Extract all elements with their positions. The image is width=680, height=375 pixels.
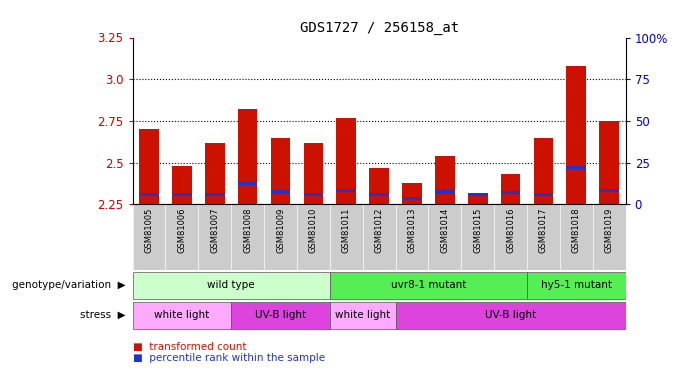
- Bar: [599, 121, 619, 204]
- Bar: [238, 182, 258, 185]
- Bar: [337, 118, 356, 204]
- Text: GSM81006: GSM81006: [177, 208, 186, 253]
- Bar: [303, 142, 323, 204]
- Bar: [330, 302, 396, 328]
- Text: stress  ▶: stress ▶: [80, 310, 126, 320]
- Text: GSM81009: GSM81009: [276, 208, 285, 253]
- Bar: [500, 174, 520, 204]
- Text: white light: white light: [154, 310, 209, 320]
- Bar: [402, 183, 422, 204]
- Bar: [337, 189, 356, 192]
- Text: genotype/variation  ▶: genotype/variation ▶: [12, 280, 126, 290]
- Text: ■  percentile rank within the sample: ■ percentile rank within the sample: [133, 353, 325, 363]
- Text: uvr8-1 mutant: uvr8-1 mutant: [391, 280, 466, 290]
- Bar: [231, 302, 330, 328]
- Bar: [402, 197, 422, 200]
- Text: GSM81005: GSM81005: [145, 208, 154, 253]
- Bar: [205, 142, 224, 204]
- Text: GSM81007: GSM81007: [210, 208, 219, 253]
- Bar: [172, 193, 192, 196]
- Bar: [271, 190, 290, 194]
- Bar: [369, 168, 389, 204]
- Text: GSM81010: GSM81010: [309, 208, 318, 253]
- Bar: [566, 166, 586, 170]
- Text: white light: white light: [335, 310, 390, 320]
- Bar: [172, 166, 192, 204]
- Text: UV-B light: UV-B light: [485, 310, 536, 320]
- Bar: [139, 193, 159, 196]
- Bar: [435, 190, 455, 194]
- Text: GSM81018: GSM81018: [572, 208, 581, 253]
- Bar: [468, 193, 488, 196]
- Text: GSM81012: GSM81012: [375, 208, 384, 253]
- Bar: [330, 272, 527, 298]
- Bar: [271, 138, 290, 204]
- Bar: [566, 66, 586, 204]
- Text: GSM81015: GSM81015: [473, 208, 482, 253]
- Bar: [303, 193, 323, 196]
- Text: GSM81013: GSM81013: [407, 208, 416, 253]
- Bar: [468, 193, 488, 204]
- Bar: [599, 189, 619, 192]
- Bar: [238, 109, 258, 204]
- Bar: [500, 191, 520, 194]
- Text: wild type: wild type: [207, 280, 255, 290]
- Text: GSM81019: GSM81019: [605, 208, 613, 253]
- Bar: [396, 302, 626, 328]
- Text: GSM81017: GSM81017: [539, 208, 548, 253]
- Bar: [527, 272, 626, 298]
- Bar: [133, 272, 330, 298]
- Text: GSM81008: GSM81008: [243, 208, 252, 253]
- Title: GDS1727 / 256158_at: GDS1727 / 256158_at: [299, 21, 459, 35]
- Bar: [369, 193, 389, 196]
- Bar: [205, 193, 224, 196]
- Bar: [133, 302, 231, 328]
- Text: GSM81014: GSM81014: [441, 208, 449, 253]
- Bar: [534, 193, 554, 196]
- Bar: [435, 156, 455, 204]
- Text: GSM81016: GSM81016: [506, 208, 515, 253]
- Text: hy5-1 mutant: hy5-1 mutant: [541, 280, 612, 290]
- Text: GSM81011: GSM81011: [342, 208, 351, 253]
- Text: ■  transformed count: ■ transformed count: [133, 342, 246, 352]
- Bar: [534, 138, 554, 204]
- Bar: [139, 129, 159, 204]
- Text: UV-B light: UV-B light: [255, 310, 306, 320]
